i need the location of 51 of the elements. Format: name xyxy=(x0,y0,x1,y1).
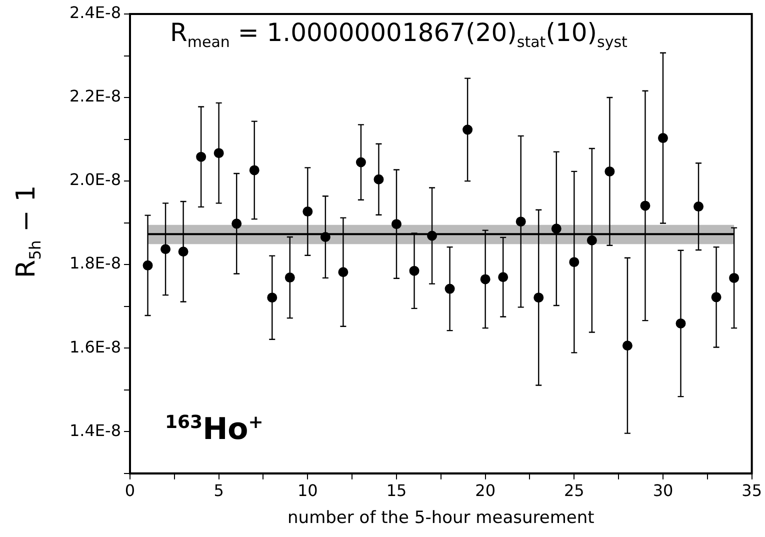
point xyxy=(142,260,153,270)
point xyxy=(711,292,722,302)
point xyxy=(604,166,615,176)
annotation: R$_{mean}$ = 1.00000001867(20)$_{stat}$(10)$_{syst}$ xyxy=(170,18,628,51)
y-tick-label: 1.6E-8 xyxy=(69,337,121,356)
point xyxy=(338,267,348,278)
point xyxy=(658,133,668,144)
point xyxy=(374,174,384,184)
x-tick-label: 10 xyxy=(297,481,318,500)
point xyxy=(284,272,295,283)
point xyxy=(409,266,420,276)
x-tick-label: 25 xyxy=(564,481,584,500)
point xyxy=(249,165,260,176)
x-tick-label: 5 xyxy=(214,481,224,500)
point xyxy=(586,235,597,246)
y-tick-label: 2.2E-8 xyxy=(69,86,121,106)
x-tick-label: 0 xyxy=(124,481,136,500)
point xyxy=(676,318,686,328)
annotation: $^{163}$Ho$^{+}$ xyxy=(165,412,264,447)
point xyxy=(516,216,526,227)
point xyxy=(444,284,455,294)
point xyxy=(640,200,650,211)
x-axis-title: number of the 5-hour measurement xyxy=(288,508,595,528)
point xyxy=(480,274,490,284)
point xyxy=(160,244,171,254)
point xyxy=(267,292,278,303)
point xyxy=(427,230,438,241)
point xyxy=(356,157,366,168)
point xyxy=(214,148,224,158)
point xyxy=(551,224,562,234)
point xyxy=(534,292,544,303)
point xyxy=(729,272,740,283)
point xyxy=(320,232,330,242)
x-tick-label: 15 xyxy=(386,481,407,500)
point xyxy=(232,218,242,229)
point xyxy=(462,124,473,135)
point xyxy=(569,257,580,268)
point xyxy=(391,219,402,230)
y-tick-label: 1.8E-8 xyxy=(69,254,121,273)
y-tick-label: 2.0E-8 xyxy=(69,170,121,190)
x-tick-label: 20 xyxy=(475,481,496,500)
y-tick-label: 2.4E-8 xyxy=(69,3,121,22)
point xyxy=(196,152,206,162)
x-tick-label: 30 xyxy=(652,481,674,500)
point xyxy=(498,272,508,282)
x-tick-label: 35 xyxy=(742,481,762,500)
point xyxy=(622,340,632,351)
y-tick-label: 1.4E-8 xyxy=(69,420,121,440)
point xyxy=(694,202,704,212)
point xyxy=(302,206,313,217)
point xyxy=(178,246,188,257)
